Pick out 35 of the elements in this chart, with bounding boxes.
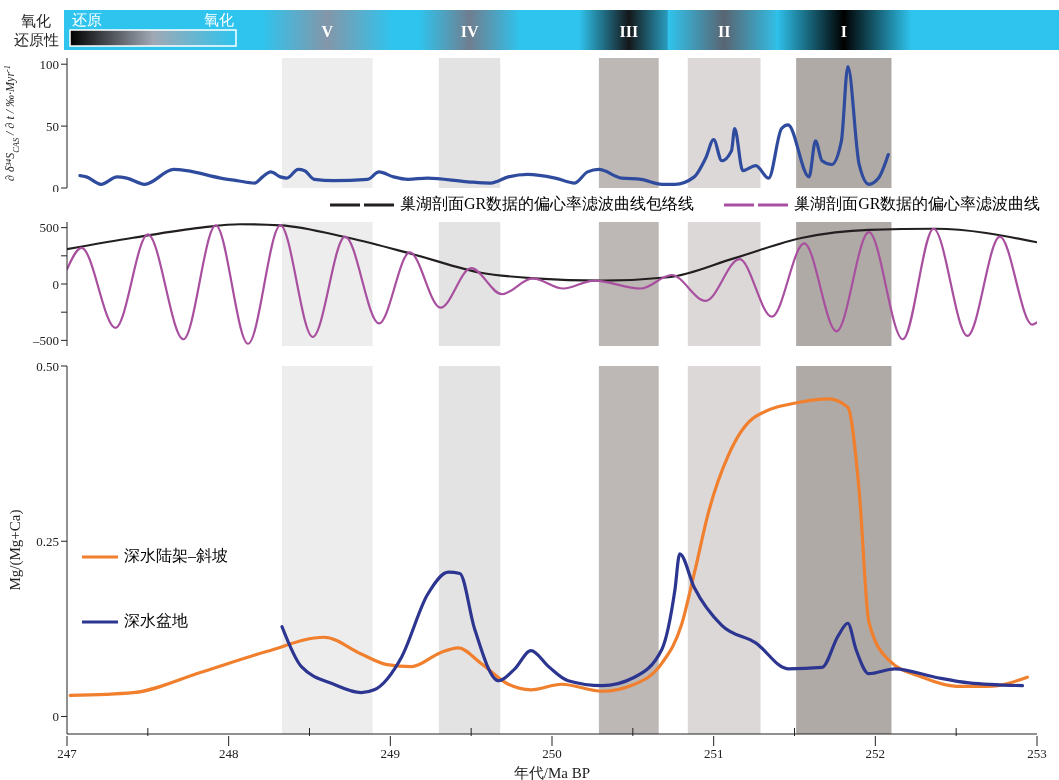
x-tick-label: 250 — [542, 746, 562, 761]
line-series — [280, 552, 1025, 695]
y-tick-label: 500 — [39, 220, 59, 236]
text: 氧化 — [204, 12, 234, 28]
x-tick-label: 247 — [57, 746, 78, 761]
text: 还原性 — [13, 32, 59, 48]
y-axis-title: Mg/(Mg+Ca) — [7, 509, 24, 591]
x-tick-label: 248 — [218, 746, 239, 761]
x-tick-label: 251 — [703, 746, 724, 761]
x-tick-label: 249 — [380, 746, 401, 761]
band-label: II — [717, 23, 731, 40]
legend-label: 巢湖剖面GR数据的偏心率滤波曲线 — [794, 194, 1041, 214]
band-label: III — [619, 23, 639, 40]
y-tick-label: –500 — [32, 332, 59, 348]
y-tick-label: 50 — [46, 118, 59, 134]
y-tick-label: 0.50 — [36, 358, 59, 374]
band-label: I — [840, 23, 847, 40]
y-tick-label: 100 — [39, 56, 59, 72]
y-tick-label: 0 — [52, 180, 59, 196]
line-series — [78, 65, 890, 186]
legend-label: 深水陆架–斜坡 — [124, 546, 228, 566]
line-series — [68, 397, 1029, 698]
y-tick-label: 0 — [52, 709, 59, 725]
x-tick-label: 253 — [1027, 746, 1047, 761]
legend-label: 深水盆地 — [124, 611, 188, 631]
text: 还原 — [72, 12, 102, 28]
line-series — [67, 224, 1037, 345]
x-axis-title: 年代/Ma BP — [513, 765, 591, 780]
band-label: V — [321, 23, 334, 40]
y-tick-label: 0 — [52, 276, 59, 292]
band-label: IV — [460, 23, 479, 40]
x-tick-label: 252 — [865, 746, 886, 761]
y-tick-label: 0.25 — [36, 533, 59, 549]
text: 氧化 — [21, 13, 51, 29]
legend-label: 巢湖剖面GR数据的偏心率滤波曲线包络线 — [400, 194, 695, 214]
